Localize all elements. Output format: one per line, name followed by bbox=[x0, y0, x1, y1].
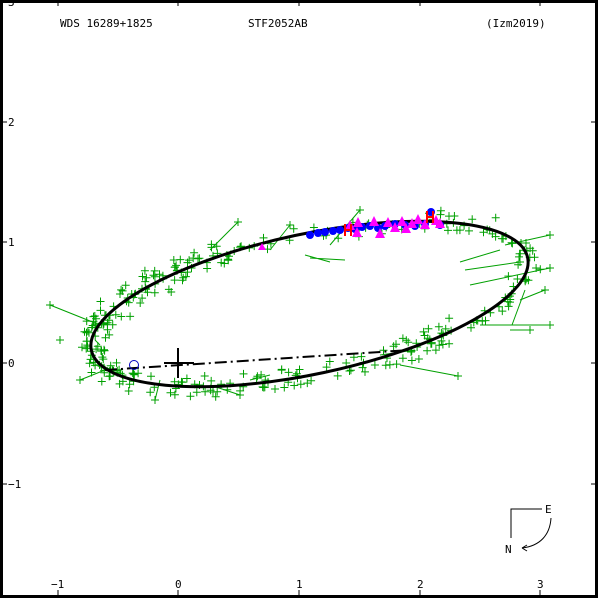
wds-designation: WDS 16289+1825 bbox=[60, 17, 153, 30]
compass-north-label: N bbox=[505, 543, 512, 556]
svg-text:−1: −1 bbox=[51, 578, 64, 591]
x-tick-labels: −1 0 1 2 3 bbox=[51, 578, 544, 591]
orbit-ellipse bbox=[89, 219, 530, 389]
line-of-nodes bbox=[104, 349, 411, 371]
svg-text:1: 1 bbox=[296, 578, 303, 591]
svg-text:2: 2 bbox=[8, 116, 15, 129]
visual-observations bbox=[46, 206, 554, 404]
svg-text:0: 0 bbox=[175, 578, 182, 591]
x-axis bbox=[57, 2, 541, 596]
svg-text:1: 1 bbox=[8, 236, 15, 249]
svg-text:2: 2 bbox=[417, 578, 424, 591]
y-axis bbox=[2, 121, 596, 485]
compass bbox=[510, 508, 552, 552]
y-tick-labels: 3 2 1 0 −1 bbox=[8, 0, 21, 491]
compass-east-label: E bbox=[545, 503, 552, 516]
special-observations bbox=[344, 211, 434, 236]
svg-text:−1: −1 bbox=[8, 478, 21, 491]
periastron-marker bbox=[129, 360, 139, 370]
orbit-reference: (Izm2019) bbox=[486, 17, 546, 30]
svg-text:0: 0 bbox=[8, 357, 15, 370]
svg-text:3: 3 bbox=[8, 0, 15, 9]
primary-star-cross bbox=[164, 348, 194, 378]
discoverer-designation: STF2052AB bbox=[248, 17, 308, 30]
interferometric-observations bbox=[258, 214, 445, 250]
svg-text:3: 3 bbox=[537, 578, 544, 591]
